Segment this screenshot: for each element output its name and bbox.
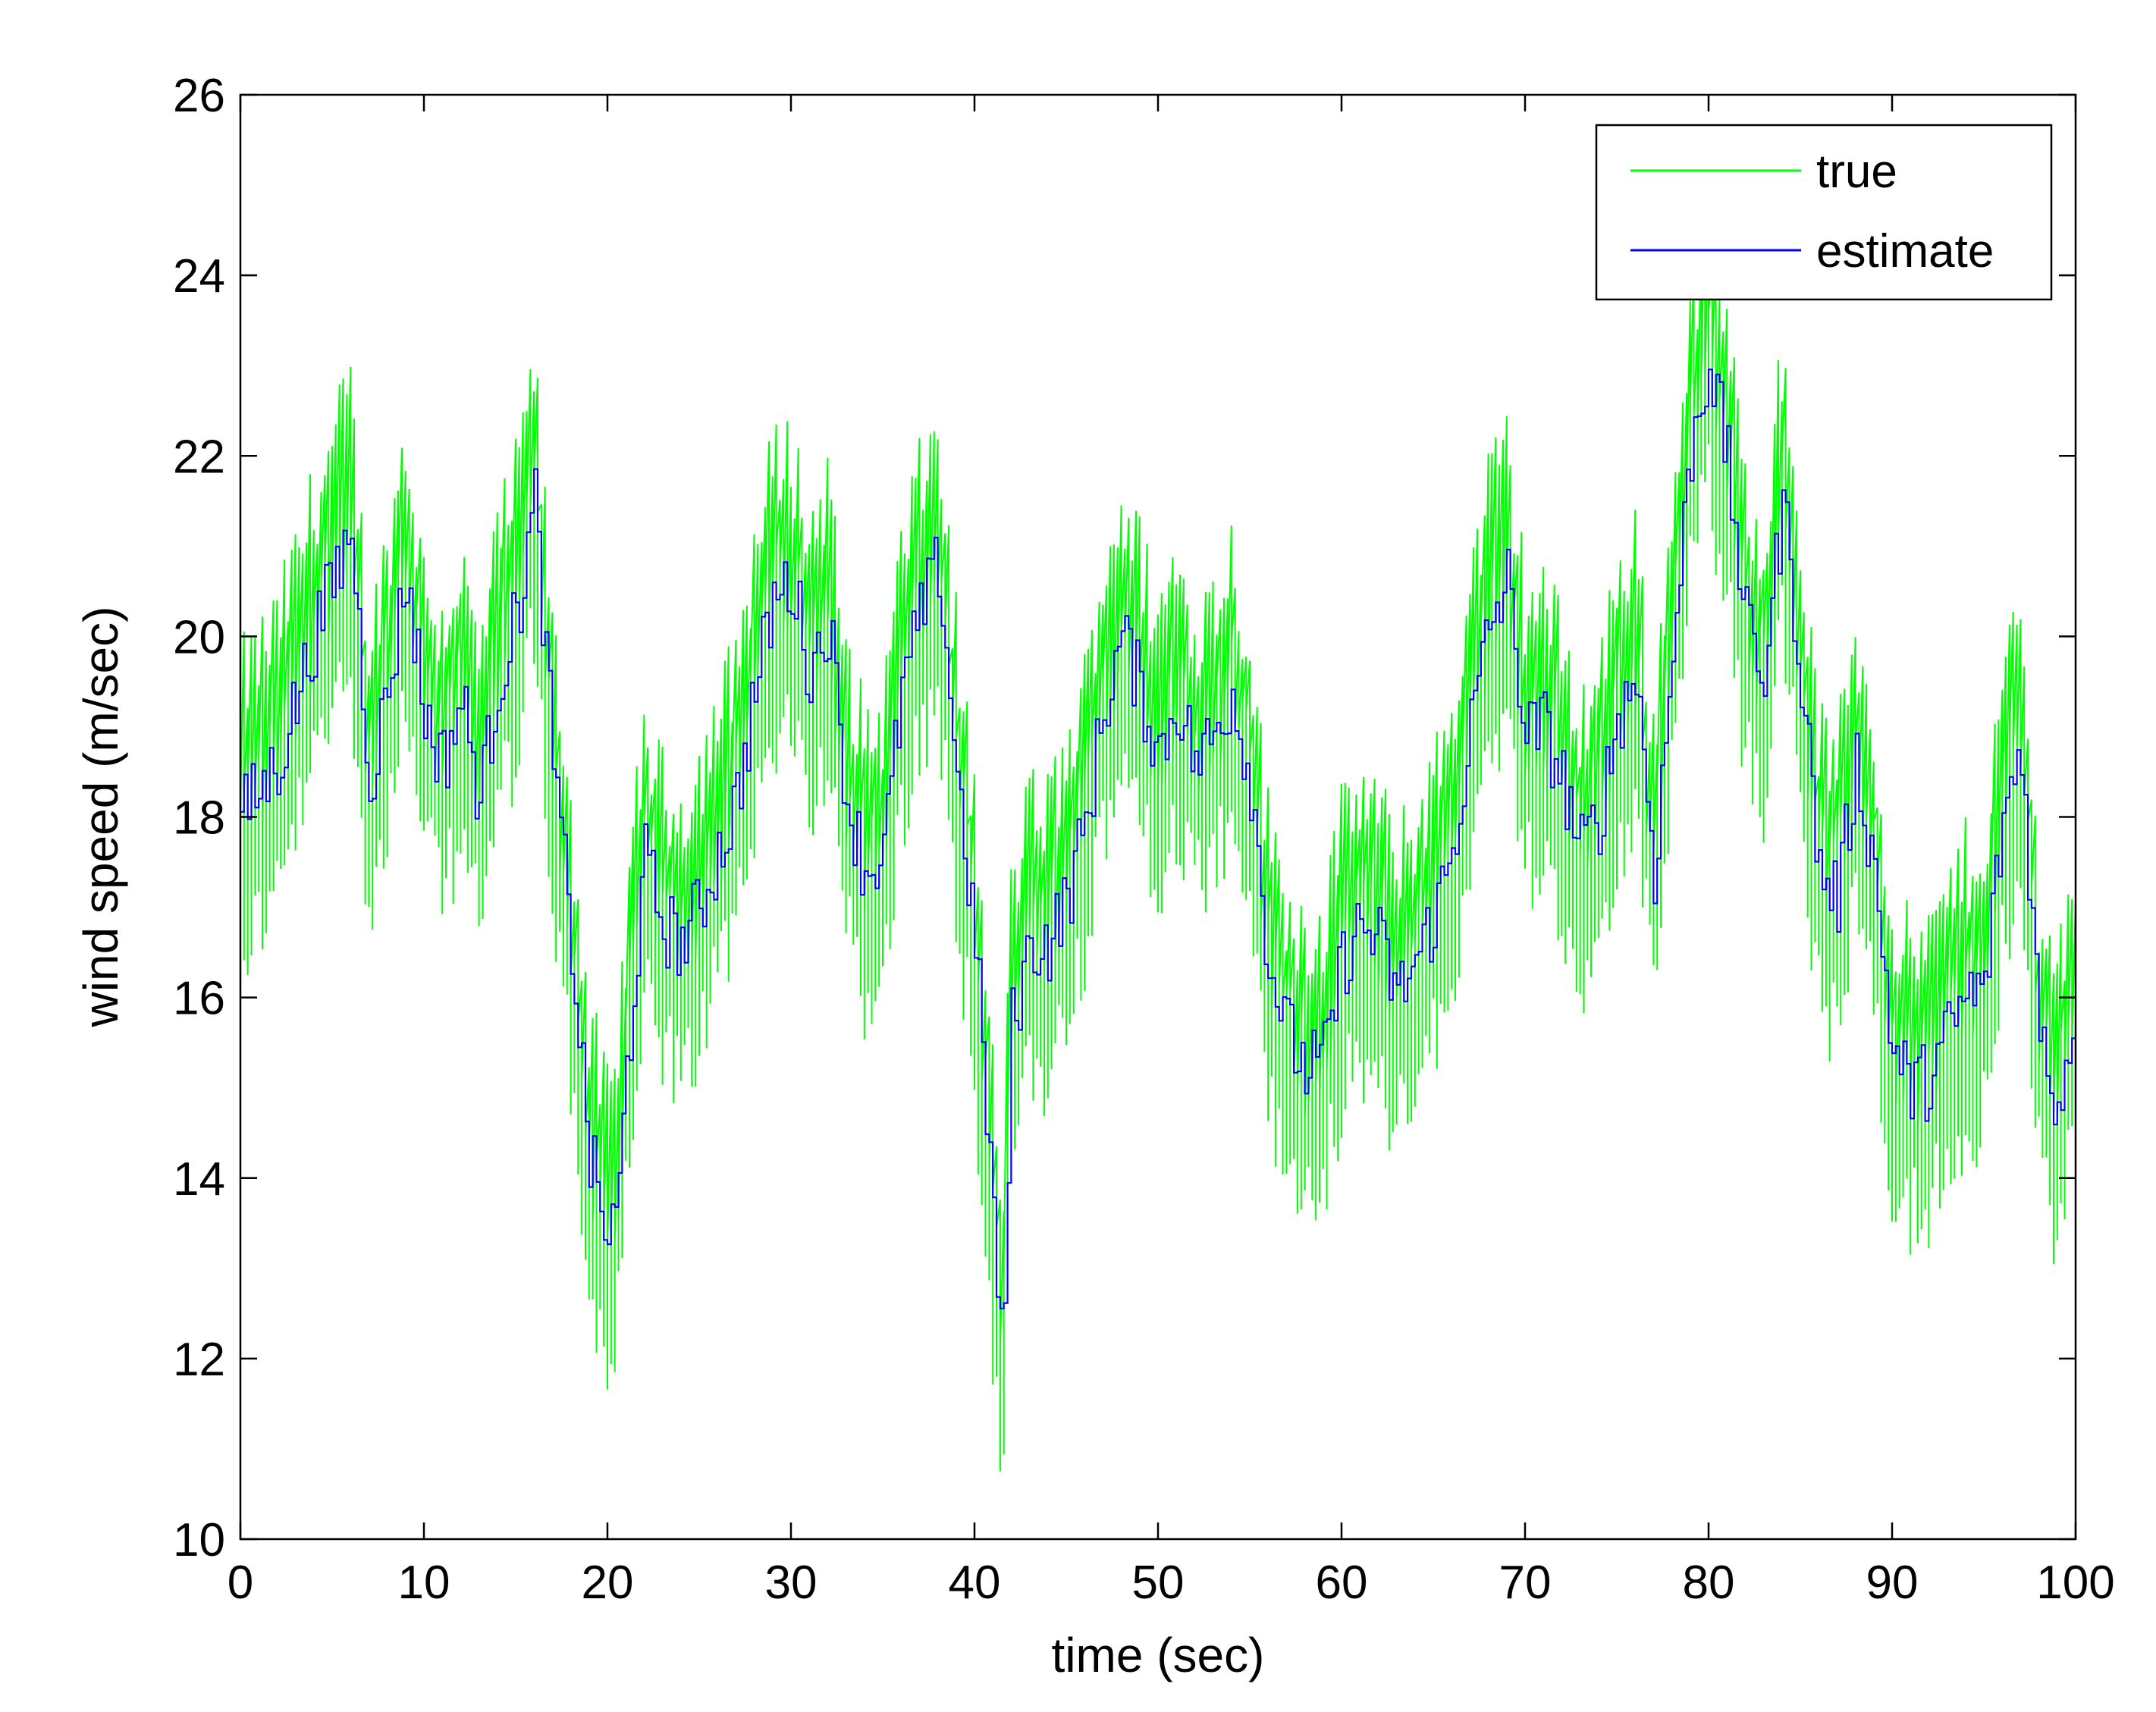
x-axis-title: time (sec): [1052, 1628, 1265, 1682]
x-tick-label: 10: [398, 1557, 450, 1609]
x-tick-label: 20: [582, 1557, 634, 1609]
y-tick-label: 12: [173, 1334, 225, 1386]
legend-box: [1595, 124, 2053, 301]
legend: true estimate: [1595, 124, 2053, 301]
legend-label-estimate: estimate: [1816, 225, 1994, 277]
y-tick-label: 24: [173, 250, 225, 303]
x-tick-label: 50: [1132, 1557, 1185, 1609]
x-tick-label: 70: [1499, 1557, 1552, 1609]
y-tick-label: 22: [173, 431, 225, 483]
x-tick-label: 100: [2036, 1557, 2114, 1609]
x-tick-label: 40: [949, 1557, 1001, 1609]
y-tick-label: 18: [173, 792, 225, 845]
y-tick-label: 26: [173, 70, 225, 122]
series-line-estimate: [240, 368, 2076, 1309]
y-tick-label: 16: [173, 973, 225, 1025]
y-axis-title: wind speed (m/sec): [74, 607, 128, 1028]
x-tick-label: 0: [228, 1557, 253, 1609]
x-tick-label: 30: [765, 1557, 818, 1609]
x-tick-label: 60: [1316, 1557, 1368, 1609]
y-tick-label: 10: [173, 1514, 225, 1566]
x-tick-label: 90: [1866, 1557, 1919, 1609]
y-tick-label: 20: [173, 611, 225, 663]
series-layer: [240, 196, 2076, 1472]
legend-label-true: true: [1816, 146, 1897, 198]
y-tick-label: 14: [173, 1153, 225, 1206]
plot-area: [240, 196, 2076, 1472]
x-tick-label: 80: [1683, 1557, 1735, 1609]
